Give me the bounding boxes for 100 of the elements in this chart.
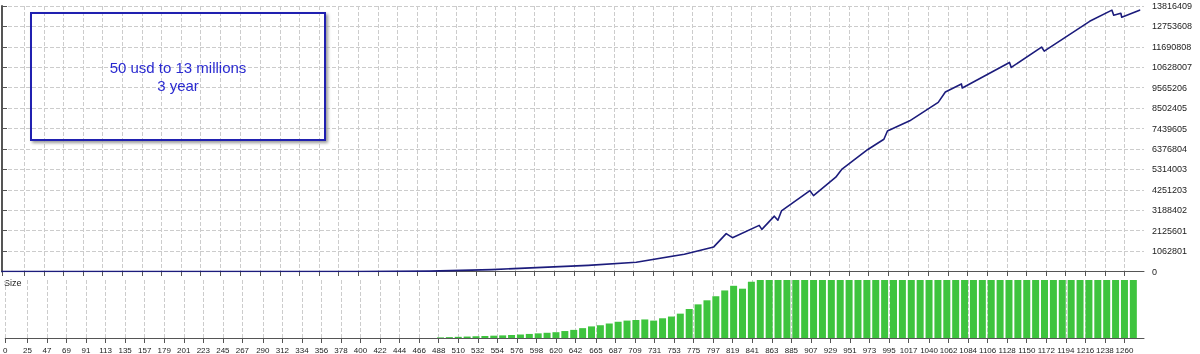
bar xyxy=(1023,280,1031,338)
bar xyxy=(739,288,746,338)
y-tick-label: 0 xyxy=(1152,266,1158,277)
y-tick-label: 11690808 xyxy=(1152,41,1192,52)
x-tick-label: 378 xyxy=(334,345,349,354)
x-tick-label: 951 xyxy=(843,345,858,354)
bar xyxy=(978,280,986,338)
bar xyxy=(1014,280,1022,338)
x-tick-label: 841 xyxy=(745,345,760,354)
bar xyxy=(943,280,951,338)
bar xyxy=(1094,280,1102,338)
x-tick-label: 665 xyxy=(589,345,604,354)
x-tick-label: 510 xyxy=(451,345,466,354)
bar xyxy=(1129,280,1137,338)
bar xyxy=(721,290,729,338)
bar xyxy=(685,309,693,338)
bar xyxy=(659,318,667,338)
x-tick-label: 1260 xyxy=(1115,345,1134,354)
x-tick-label: 267 xyxy=(235,345,250,354)
bar xyxy=(792,280,800,338)
bar xyxy=(818,280,826,338)
bar xyxy=(747,281,755,338)
x-tick-label: 400 xyxy=(353,345,368,354)
x-tick-label: 25 xyxy=(22,345,33,354)
x-tick-label: 1194 xyxy=(1057,345,1075,354)
x-tick-label: 223 xyxy=(196,345,211,354)
x-tick-label: 157 xyxy=(138,345,152,354)
bar xyxy=(1041,280,1049,338)
x-tick-label: 69 xyxy=(62,345,72,354)
y-tick-label: 5314003 xyxy=(1152,164,1188,175)
x-tick-label: 1106 xyxy=(979,345,997,354)
bar xyxy=(881,280,889,338)
bar xyxy=(916,280,924,338)
bar xyxy=(1067,280,1075,338)
x-tick-label: 753 xyxy=(667,345,682,354)
x-tick-label: 334 xyxy=(295,345,310,354)
x-tick-label: 422 xyxy=(373,345,388,354)
x-tick-label: 775 xyxy=(686,345,701,354)
bar xyxy=(872,280,880,338)
bar xyxy=(987,280,995,338)
x-tick-label: 532 xyxy=(471,345,486,354)
x-tick-label: 1040 xyxy=(920,345,939,354)
bar xyxy=(561,331,569,338)
bar xyxy=(827,280,835,338)
x-tick-label: 179 xyxy=(157,345,172,354)
bar xyxy=(579,328,587,338)
y-tick-label: 10628007 xyxy=(1152,62,1193,73)
y-tick-label: 9565206 xyxy=(1152,82,1188,93)
x-tick-label: 466 xyxy=(412,345,427,354)
bar xyxy=(730,285,738,338)
bar xyxy=(596,325,604,338)
x-tick-label: 797 xyxy=(706,345,721,354)
bar xyxy=(534,333,542,338)
x-tick-label: 0 xyxy=(3,345,8,354)
bar xyxy=(1049,280,1057,338)
y-tick-label: 12753608 xyxy=(1152,21,1193,32)
x-tick-label: 113 xyxy=(99,345,113,354)
y-tick-label: 4251203 xyxy=(1152,184,1188,195)
x-tick-label: 863 xyxy=(765,345,780,354)
bar xyxy=(952,280,960,338)
y-tick-label: 6376804 xyxy=(1152,143,1188,154)
y-tick-label: 8502405 xyxy=(1152,103,1188,114)
x-tick-label: 356 xyxy=(314,345,329,354)
x-tick-label: 91 xyxy=(81,345,92,354)
bar xyxy=(890,280,897,338)
bar xyxy=(810,280,818,338)
y-tick-label: 7439605 xyxy=(1152,123,1188,134)
x-tick-label: 1238 xyxy=(1096,345,1115,354)
y-tick-label: 1062801 xyxy=(1152,246,1188,257)
x-tick-label: 135 xyxy=(118,345,133,354)
x-tick-label: 819 xyxy=(726,345,740,354)
x-tick-label: 1062 xyxy=(939,345,959,354)
bar xyxy=(907,280,915,338)
bar xyxy=(898,280,906,338)
x-tick-label: 1150 xyxy=(1018,345,1036,354)
bar xyxy=(614,321,622,338)
bar xyxy=(1112,280,1120,338)
bar xyxy=(1103,280,1111,338)
x-tick-label: 687 xyxy=(608,345,623,354)
bar xyxy=(1120,280,1128,338)
x-tick-label: 1172 xyxy=(1037,345,1056,354)
bar xyxy=(801,280,809,338)
bar xyxy=(961,280,969,338)
x-tick-label: 554 xyxy=(490,345,505,354)
x-tick-label: 1216 xyxy=(1076,345,1095,354)
x-tick-label: 885 xyxy=(784,345,799,354)
note-box: 50 usd to 13 millions 3 year xyxy=(30,12,326,141)
bar xyxy=(756,280,764,338)
x-tick-label: 488 xyxy=(432,345,446,354)
x-tick-label: 576 xyxy=(510,345,525,354)
bar xyxy=(969,280,977,338)
x-tick-label: 290 xyxy=(256,345,271,354)
bar xyxy=(667,316,675,338)
bar xyxy=(525,333,533,338)
x-tick-label: 731 xyxy=(647,345,662,354)
x-tick-label: 312 xyxy=(275,345,290,354)
x-tick-label: 245 xyxy=(216,345,231,354)
x-tick-label: 620 xyxy=(549,345,564,354)
bar xyxy=(712,296,720,338)
y-tick-label: 2125601 xyxy=(1152,225,1188,236)
